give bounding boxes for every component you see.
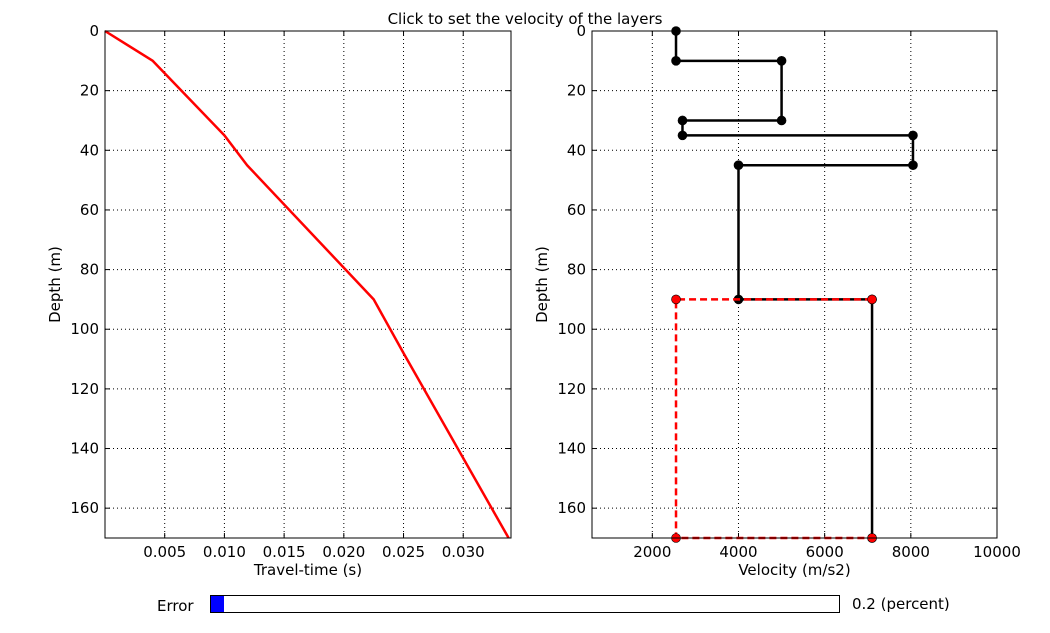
velocity-series-0-line[interactable] [674,31,915,538]
velocity-x-tick-label: 10000 [973,543,1021,561]
velocity-y-tick-label: 140 [557,440,586,458]
velocity-y-tick-label: 160 [557,499,586,517]
velocity-y-tick-label: 40 [567,141,586,159]
travel-time-y-tick-label: 100 [70,320,99,338]
error-slider-label: Error [157,597,194,615]
velocity-y-tick-label: 60 [567,201,586,219]
travel-time-y-tick-label: 60 [80,201,99,219]
travel-time-y-tick-label: 20 [80,82,99,100]
travel-time-x-tick-label: 0.030 [442,543,485,561]
travel-time-x-tick-label: 0.025 [382,543,425,561]
velocity-x-tick-label: 6000 [806,543,844,561]
velocity-plot-frame [591,30,998,539]
error-slider-value: 0.2 (percent) [852,595,950,613]
velocity-x-tick-label: 8000 [892,543,930,561]
velocity-x-tick-label: 2000 [633,543,671,561]
travel-time-x-tick-label: 0.020 [322,543,365,561]
velocity-y-tick-label: 0 [576,22,586,40]
error-slider-fill[interactable] [211,596,224,612]
travel-time-y-tick-label: 120 [70,380,99,398]
velocity-series-0-point[interactable] [677,115,688,126]
travel-time-y-tick-label: 40 [80,141,99,159]
velocity-series-0-point[interactable] [776,115,787,126]
travel-time-x-axis-label: Travel-time (s) [253,561,362,579]
velocity-y-tick-label: 80 [567,261,586,279]
velocity-x-tick-label: 4000 [719,543,757,561]
travel-time-y-tick-label: 80 [80,261,99,279]
travel-time-x-tick-label: 0.005 [143,543,186,561]
travel-time-x-tick-label: 0.015 [263,543,306,561]
velocity-series-1-point[interactable] [671,294,681,305]
travel-time-y-tick-label: 0 [89,22,99,40]
velocity-series-0-point[interactable] [908,130,918,141]
velocity-plot[interactable]: 2000 4000 6000 8000 10000 0 20 40 60 80 100 120 140 1… [533,22,1021,579]
velocity-series-0-point[interactable] [677,130,688,141]
velocity-series-1-point[interactable] [867,294,877,305]
velocity-series-0-point[interactable] [776,56,787,66]
velocity-x-axis-label: Velocity (m/s2) [738,561,850,579]
travel-time-plot-frame [104,30,512,539]
travel-time-x-tick-label: 0.010 [203,543,246,561]
travel-time-y-tick-label: 160 [70,499,99,517]
velocity-series-0-point[interactable] [908,160,918,171]
velocity-series-0-point[interactable] [671,56,681,66]
velocity-y-tick-label: 20 [567,82,586,100]
figure-title: Click to set the velocity of the layers [388,10,663,28]
travel-time-plot[interactable]: 0.005 0.010 0.015 0.020 0.025 0.030 0 20 40 60 80 1… [46,22,512,579]
travel-time-y-axis-label: Depth (m) [46,246,64,323]
velocity-series-0-point[interactable] [733,160,744,171]
error-slider[interactable] [210,595,840,613]
velocity-series-1-line[interactable] [674,298,873,540]
velocity-y-axis-label: Depth (m) [533,246,551,323]
velocity-y-tick-label: 100 [557,320,586,338]
travel-time-y-tick-label: 140 [70,440,99,458]
travel-time-series-0-line [104,29,510,539]
velocity-y-tick-label: 120 [557,380,586,398]
